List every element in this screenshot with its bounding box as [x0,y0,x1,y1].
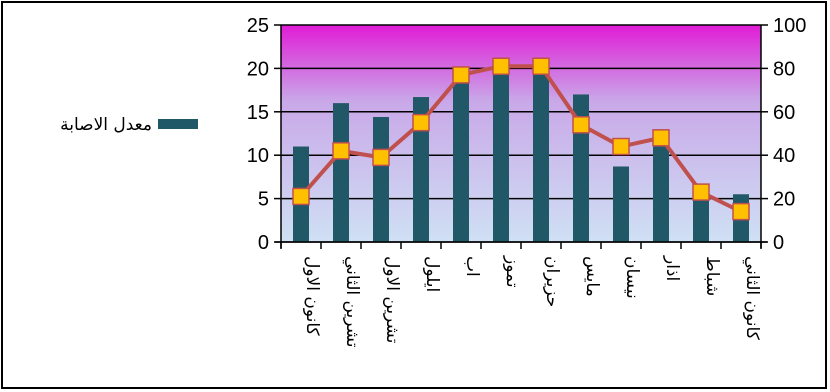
line-marker [692,183,710,201]
y-right-tick-label: 20 [773,189,795,211]
x-tick-label: ايلول [422,256,442,292]
legend-label: معدل الاصابة [60,115,152,135]
line-marker [452,66,470,84]
bar [373,117,389,242]
x-tick-label: كانون الثاني [742,256,762,341]
x-tick-label: مايس [582,256,602,297]
y-right-tick-label: 40 [773,145,795,167]
line-marker [732,202,750,221]
legend-swatch [158,119,198,129]
x-tick-label: نيسان [622,256,642,299]
line-marker [372,148,390,167]
y-left-tick-label: 5 [258,189,269,211]
y-right-tick-label: 100 [773,15,806,37]
y-left-tick-label: 10 [247,145,269,167]
bar [613,166,629,242]
x-tick-label: تشرين الثاني [342,256,362,348]
line-marker [492,57,510,75]
x-tick-label: اذار [662,255,682,281]
line-marker [612,137,630,156]
bar [333,103,349,243]
bar [413,97,429,242]
y-left-tick-label: 20 [247,58,269,80]
line-marker [572,116,590,134]
line-marker [652,129,670,147]
y-right-tick-label: 80 [773,58,795,80]
bar [533,59,549,242]
y-left-tick-label: 0 [258,232,269,254]
y-left-tick-label: 25 [247,15,269,37]
x-tick-label: شباط [702,256,722,296]
bar [493,71,509,242]
x-tick-label: تموز [502,255,522,288]
plot-area [281,25,761,242]
line-marker [292,187,310,206]
bar [693,192,709,242]
line-marker [412,113,430,132]
x-tick-label: كانون الاول [302,256,322,337]
line-marker [532,57,550,75]
x-tick-label: تشرين الاول [382,256,402,344]
x-tick-label: اب [462,256,482,277]
y-left-tick-label: 15 [247,102,269,124]
x-tick-label: حزيران [542,256,562,307]
y-right-tick-label: 0 [773,232,784,254]
bar [453,82,469,243]
bar [653,140,669,242]
y-right-tick-label: 60 [773,102,795,124]
line-marker [332,142,350,160]
